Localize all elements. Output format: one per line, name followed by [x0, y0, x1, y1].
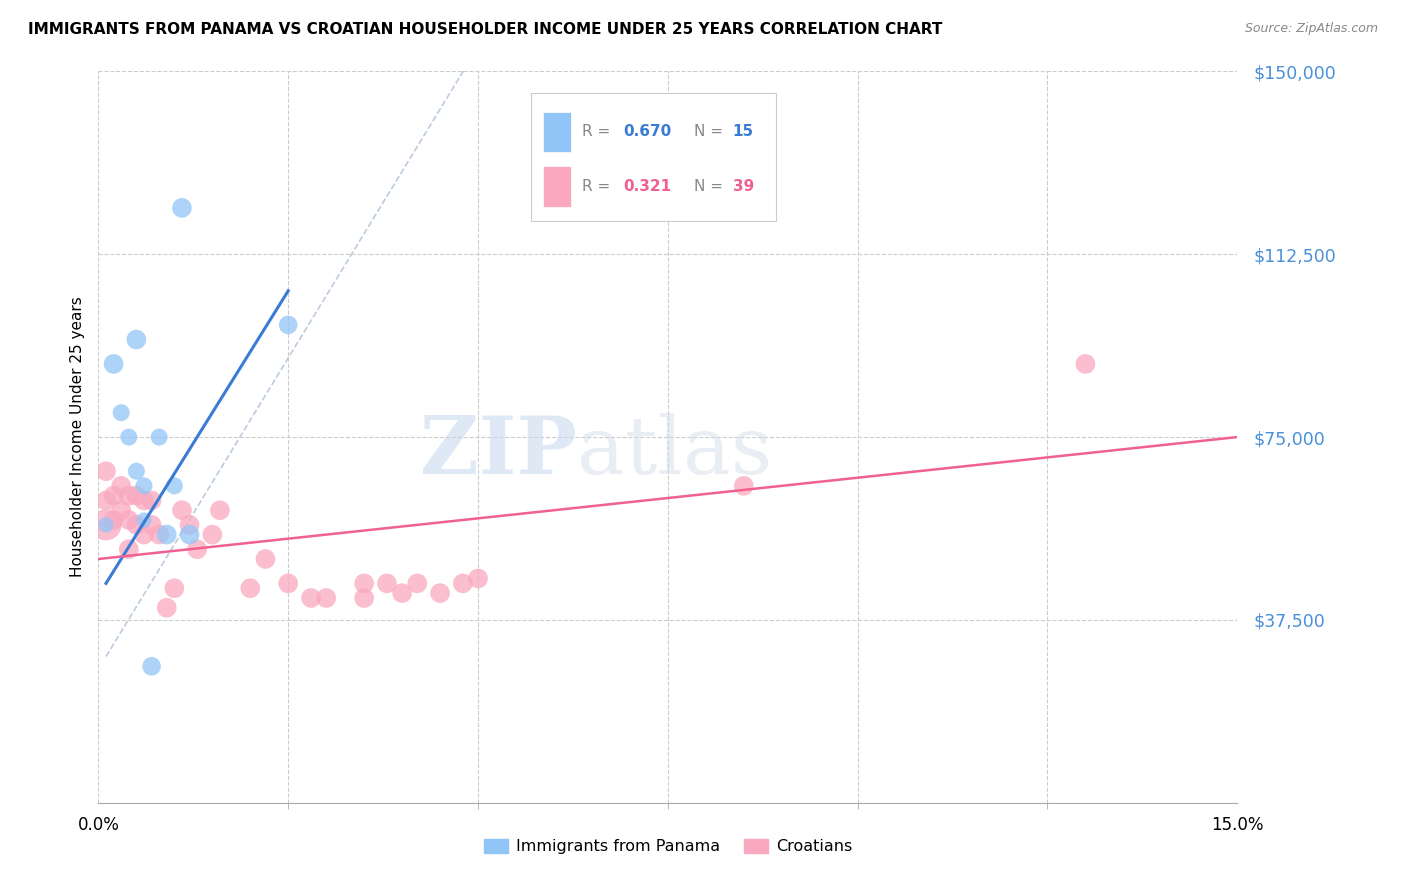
Point — [118, 430, 141, 444]
Point — [299, 591, 322, 605]
Text: N =: N = — [695, 124, 728, 139]
Point — [125, 464, 148, 478]
Text: 0.670: 0.670 — [623, 124, 672, 139]
Point — [141, 659, 163, 673]
Point — [156, 600, 179, 615]
Point — [467, 572, 489, 586]
Text: IMMIGRANTS FROM PANAMA VS CROATIAN HOUSEHOLDER INCOME UNDER 25 YEARS CORRELATION: IMMIGRANTS FROM PANAMA VS CROATIAN HOUSE… — [28, 22, 942, 37]
Text: R =: R = — [582, 124, 616, 139]
Point — [110, 479, 132, 493]
Point — [125, 517, 148, 532]
Point — [277, 576, 299, 591]
Point — [170, 503, 193, 517]
Point — [94, 517, 117, 532]
Text: N =: N = — [695, 179, 728, 194]
Point — [277, 318, 299, 332]
Point — [254, 552, 277, 566]
Point — [429, 586, 451, 600]
Point — [132, 493, 155, 508]
Text: R =: R = — [582, 179, 616, 194]
Point — [118, 489, 141, 503]
Point — [179, 517, 201, 532]
Point — [125, 333, 148, 347]
Point — [148, 527, 170, 541]
Point — [156, 527, 179, 541]
Bar — [543, 112, 571, 152]
Point — [179, 527, 201, 541]
Text: 15: 15 — [733, 124, 754, 139]
Point — [186, 542, 208, 557]
Point — [94, 493, 117, 508]
Point — [132, 513, 155, 527]
Point — [375, 576, 398, 591]
Text: 39: 39 — [733, 179, 754, 194]
Point — [94, 517, 117, 532]
Point — [163, 581, 186, 595]
Point — [141, 517, 163, 532]
FancyBboxPatch shape — [531, 94, 776, 221]
Point — [406, 576, 429, 591]
Point — [239, 581, 262, 595]
Point — [163, 479, 186, 493]
Point — [110, 406, 132, 420]
Point — [315, 591, 337, 605]
Text: ZIP: ZIP — [420, 413, 576, 491]
Point — [103, 489, 125, 503]
Point — [103, 357, 125, 371]
Point — [353, 576, 375, 591]
Text: atlas: atlas — [576, 413, 772, 491]
Point — [353, 591, 375, 605]
Point — [103, 513, 125, 527]
Point — [391, 586, 413, 600]
Point — [201, 527, 224, 541]
Point — [208, 503, 231, 517]
Legend: Immigrants from Panama, Croatians: Immigrants from Panama, Croatians — [478, 832, 858, 861]
Point — [132, 527, 155, 541]
Point — [733, 479, 755, 493]
Text: 0.321: 0.321 — [623, 179, 672, 194]
Point — [94, 464, 117, 478]
Point — [118, 542, 141, 557]
Bar — [543, 167, 571, 207]
Point — [125, 489, 148, 503]
Point — [110, 503, 132, 517]
Point — [141, 493, 163, 508]
Text: Source: ZipAtlas.com: Source: ZipAtlas.com — [1244, 22, 1378, 36]
Y-axis label: Householder Income Under 25 years: Householder Income Under 25 years — [69, 297, 84, 577]
Point — [1074, 357, 1097, 371]
Point — [118, 513, 141, 527]
Point — [170, 201, 193, 215]
Point — [132, 479, 155, 493]
Point — [451, 576, 474, 591]
Point — [148, 430, 170, 444]
